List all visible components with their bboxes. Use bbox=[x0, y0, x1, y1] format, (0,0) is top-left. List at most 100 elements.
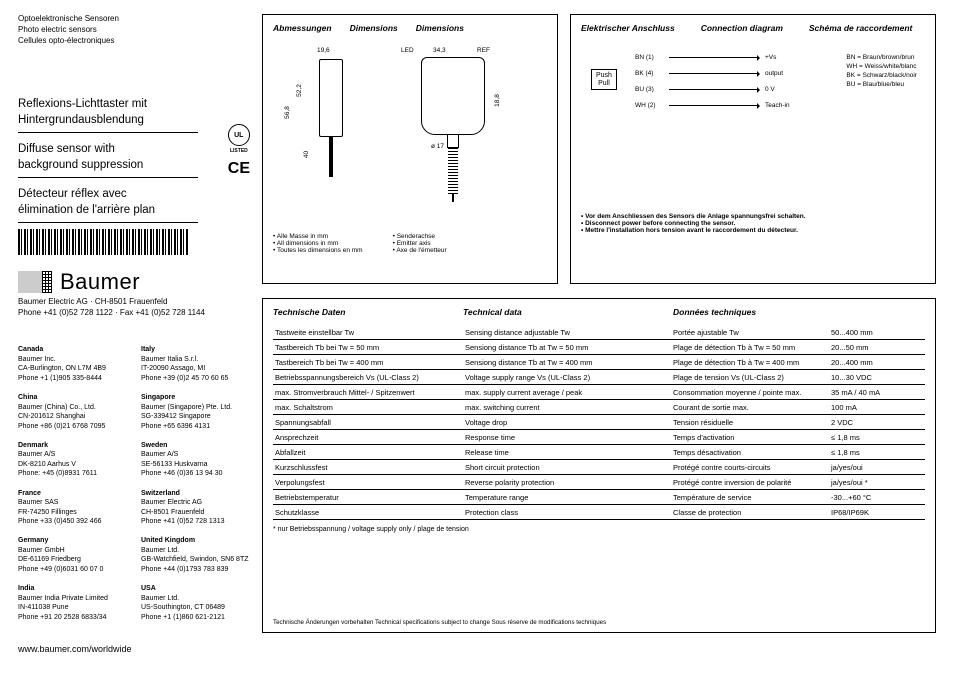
contact-l3: Phone +49 (0)6031 60 07 0 bbox=[18, 565, 127, 574]
title-en: Diffuse sensor with background suppressi… bbox=[18, 139, 198, 178]
contact-country: United Kingdom bbox=[141, 536, 250, 545]
tech-cell-de: max. Schaltstrom bbox=[273, 400, 463, 415]
contact-l3: Phone: +45 (0)8931 7611 bbox=[18, 469, 127, 478]
contact-l2: SE-56133 Huskvarna bbox=[141, 460, 250, 469]
tech-cell-de: Spannungsabfall bbox=[273, 415, 463, 430]
tech-cell-val: ja/yes/oui bbox=[829, 460, 925, 475]
contact-l1: Baumer A/S bbox=[18, 450, 127, 459]
tech-cell-en: Reverse polarity protection bbox=[463, 475, 671, 490]
legend-bu: BU = Blau/blue/bleu bbox=[846, 80, 917, 89]
contact-l1: Baumer Electric AG bbox=[141, 498, 250, 507]
dim-drawing: 19,6 52,2 56,8 40 LED 34,3 REF 18,8 ø 17 bbox=[273, 39, 547, 229]
conn-note-2: Disconnect power before connecting the s… bbox=[581, 220, 925, 227]
tech-cell-fr: Plage de tension Vs (UL-Class 2) bbox=[671, 370, 829, 385]
tech-cell-en: Release time bbox=[463, 445, 671, 460]
category-header: Optoelektronische Sensoren Photo electri… bbox=[18, 14, 250, 46]
tech-cell-val: ≤ 1,8 ms bbox=[829, 430, 925, 445]
contact-l2: FR-74250 Fillinges bbox=[18, 508, 127, 517]
contact-country: Sweden bbox=[141, 441, 250, 450]
contact-l1: Baumer (Singapore) Pte. Ltd. bbox=[141, 403, 250, 412]
dim-52-2: 52,2 bbox=[296, 84, 303, 97]
dim-note-2: All dimensions in mm bbox=[273, 240, 363, 247]
tech-cell-val: 2 VDC bbox=[829, 415, 925, 430]
wire-bn: BN (1) bbox=[635, 54, 669, 61]
tech-cell-fr: Consommation moyenne / pointe max. bbox=[671, 385, 829, 400]
contact-l2: IN-411038 Pune bbox=[18, 603, 127, 612]
contact-country: USA bbox=[141, 584, 250, 593]
dim-notes-left: Alle Masse in mm All dimensions in mm To… bbox=[273, 233, 363, 254]
tech-cell-val: -30...+60 °C bbox=[829, 490, 925, 505]
tech-row: KurzschlussfestShort circuit protectionP… bbox=[273, 460, 925, 475]
tech-cell-fr: Protégé contre courts-circuits bbox=[671, 460, 829, 475]
contact-block: DenmarkBaumer A/SDK-8210 Aarhus VPhone: … bbox=[18, 441, 127, 479]
contact-block: United KingdomBaumer Ltd.GB-Watchfield, … bbox=[141, 536, 250, 574]
tech-cell-en: Protection class bbox=[463, 505, 671, 520]
barcode-icon bbox=[18, 229, 188, 255]
tech-row: AbfallzeitRelease timeTemps désactivatio… bbox=[273, 445, 925, 460]
dim-34-3: 34,3 bbox=[433, 47, 446, 54]
tech-row: Betriebsspannungsbereich Vs (UL-Class 2)… bbox=[273, 370, 925, 385]
legend-bk: BK = Schwarz/black/noir bbox=[846, 71, 917, 80]
legend-bn: BN = Braun/brown/brun bbox=[846, 53, 917, 62]
contact-block: IndiaBaumer India Private LimitedIN-4110… bbox=[18, 584, 127, 622]
conn-title-de: Elektrischer Anschluss bbox=[581, 23, 675, 33]
tech-cell-val: 20...50 mm bbox=[829, 340, 925, 355]
cat-de: Optoelektronische Sensoren bbox=[18, 14, 250, 25]
conn-title-en: Connection diagram bbox=[701, 23, 783, 33]
title-fr: Détecteur réflex avec élimination de l'a… bbox=[18, 184, 198, 223]
ul-mark-icon: UL bbox=[228, 124, 250, 146]
contact-country: China bbox=[18, 393, 127, 402]
tech-cell-val: ja/yes/oui * bbox=[829, 475, 925, 490]
wire-out: output bbox=[765, 70, 783, 77]
dim-40: 40 bbox=[303, 151, 310, 158]
tech-cell-en: Short circuit protection bbox=[463, 460, 671, 475]
contact-l1: Baumer Italia S.r.l. bbox=[141, 355, 250, 364]
contact-country: France bbox=[18, 489, 127, 498]
conn-notes: Vor dem Anschliessen des Sensors die Anl… bbox=[581, 213, 925, 234]
contact-block: CanadaBaumer Inc.CA-Burlington, ON L7M 4… bbox=[18, 345, 127, 383]
tech-cell-val: 50...400 mm bbox=[829, 325, 925, 340]
ul-listed: LISTED bbox=[228, 148, 250, 154]
contact-country: India bbox=[18, 584, 127, 593]
dim-title-row: Abmessungen Dimensions Dimensions bbox=[273, 23, 547, 33]
tech-disclaimer: Technische Änderungen vorbehalten Techni… bbox=[273, 619, 925, 626]
contact-l3: Phone +1 (1)905 335-8444 bbox=[18, 374, 127, 383]
contact-l1: Baumer GmbH bbox=[18, 546, 127, 555]
contact-country: Singapore bbox=[141, 393, 250, 402]
tech-row: AnsprechzeitResponse timeTemps d'activat… bbox=[273, 430, 925, 445]
tech-cell-val: 20...400 mm bbox=[829, 355, 925, 370]
tech-cell-fr: Temps d'activation bbox=[671, 430, 829, 445]
tech-row: max. Schaltstrommax. switching currentCo… bbox=[273, 400, 925, 415]
dim-notes-right: Senderachse Emitter axis Axe de l'émette… bbox=[393, 233, 447, 254]
conn-diagram: Push Pull BN (1)+Vs BK (4)output BU (3)0… bbox=[581, 43, 925, 163]
cert-marks: UL LISTED CE bbox=[228, 124, 250, 178]
tech-cell-de: Kurzschlussfest bbox=[273, 460, 463, 475]
company-line-1: Baumer Electric AG · CH-8501 Frauenfeld bbox=[18, 297, 250, 306]
tech-cell-de: max. Stromverbrauch Mittel- / Spitzenwer… bbox=[273, 385, 463, 400]
contact-l1: Baumer SAS bbox=[18, 498, 127, 507]
contact-l3: Phone +46 (0)36 13 94 30 bbox=[141, 469, 250, 478]
contact-l2: DK-8210 Aarhus V bbox=[18, 460, 127, 469]
contact-country: Canada bbox=[18, 345, 127, 354]
contact-l1: Baumer Ltd. bbox=[141, 594, 250, 603]
tech-cell-en: Sensing distance adjustable Tw bbox=[463, 325, 671, 340]
contact-l3: Phone +65 6396 4131 bbox=[141, 422, 250, 431]
tech-cell-fr: Protégé contre inversion de polarité bbox=[671, 475, 829, 490]
tech-cell-de: Betriebsspannungsbereich Vs (UL-Class 2) bbox=[273, 370, 463, 385]
website-url: www.baumer.com/worldwide bbox=[18, 644, 250, 654]
contact-block: SwedenBaumer A/SSE-56133 HuskvarnaPhone … bbox=[141, 441, 250, 479]
tech-cell-fr: Courant de sortie max. bbox=[671, 400, 829, 415]
push-label: Push bbox=[596, 72, 612, 80]
dim-56-8: 56,8 bbox=[284, 106, 291, 119]
tech-cell-en: Temperature range bbox=[463, 490, 671, 505]
tech-cell-val: IP68/IP69K bbox=[829, 505, 925, 520]
tech-cell-en: max. supply current average / peak bbox=[463, 385, 671, 400]
tech-cell-en: Sensiong distance Tb at Tw = 50 mm bbox=[463, 340, 671, 355]
logo-row: Baumer bbox=[18, 269, 250, 295]
tech-cell-en: max. switching current bbox=[463, 400, 671, 415]
tech-head: Technische Daten Technical data Données … bbox=[273, 307, 925, 317]
tech-cell-fr: Température de service bbox=[671, 490, 829, 505]
tech-cell-fr: Temps désactivation bbox=[671, 445, 829, 460]
contact-block: SingaporeBaumer (Singapore) Pte. Ltd.SG-… bbox=[141, 393, 250, 431]
conn-note-3: Mettre l'installation hors tension avant… bbox=[581, 227, 925, 234]
